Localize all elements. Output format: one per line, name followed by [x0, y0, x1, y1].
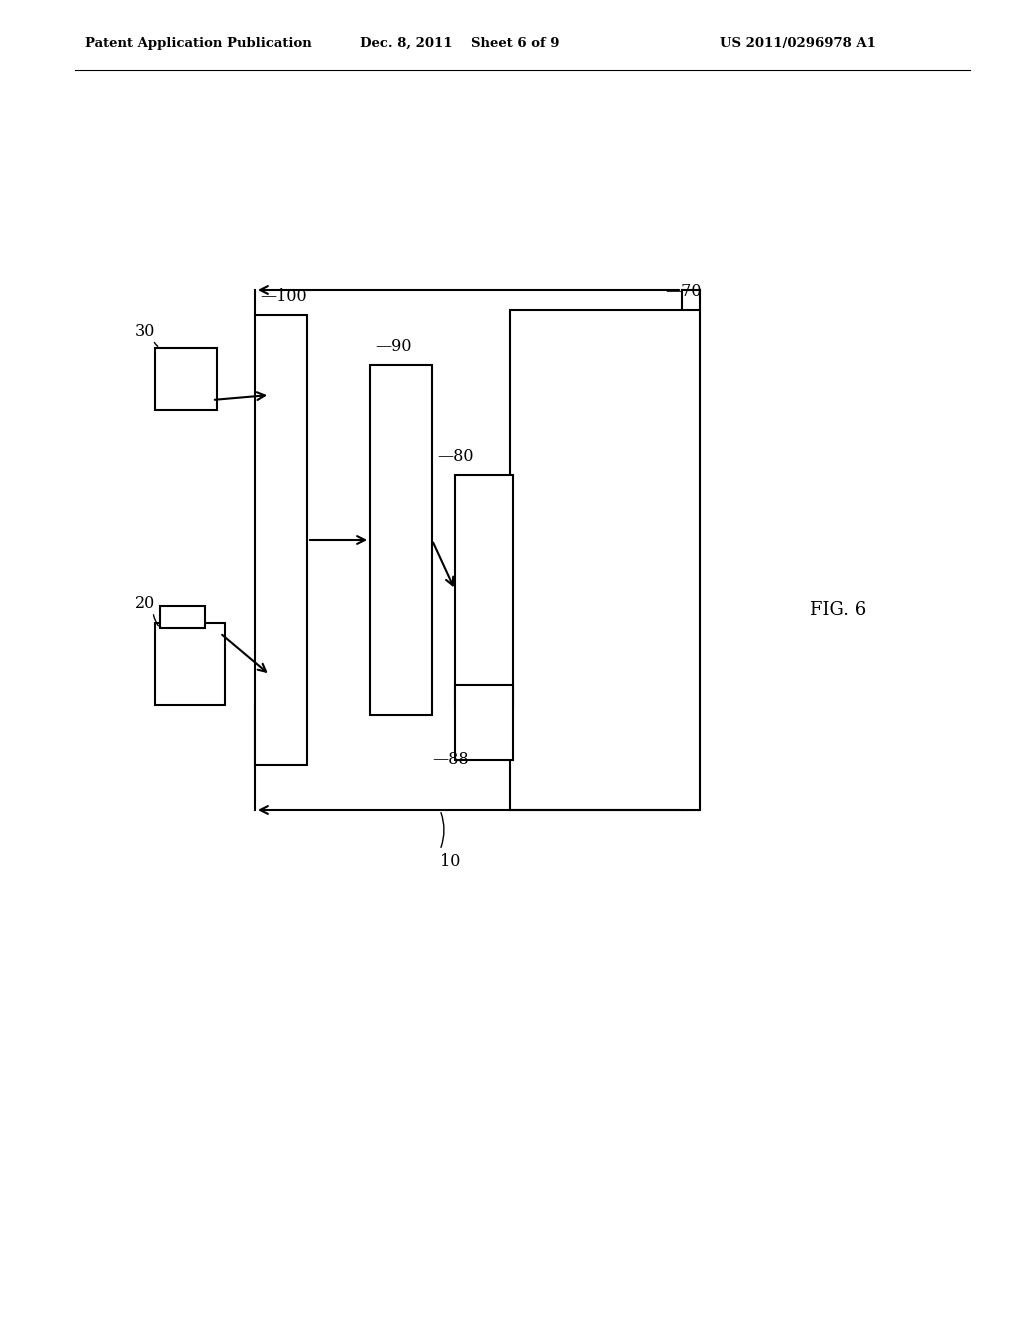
Text: 10: 10 — [440, 853, 460, 870]
Bar — [255, 315, 307, 766]
Bar — [370, 366, 432, 715]
Text: US 2011/0296978 A1: US 2011/0296978 A1 — [720, 37, 876, 50]
Text: Dec. 8, 2011    Sheet 6 of 9: Dec. 8, 2011 Sheet 6 of 9 — [360, 37, 559, 50]
Text: —90: —90 — [375, 338, 412, 355]
Bar — [455, 475, 513, 705]
Bar — [160, 606, 205, 628]
Text: —70: —70 — [665, 282, 701, 300]
Text: —88: —88 — [432, 751, 469, 768]
Bar — [510, 310, 700, 810]
Text: FIG. 6: FIG. 6 — [810, 601, 866, 619]
Text: 20: 20 — [135, 595, 156, 612]
Bar — [155, 348, 217, 411]
Bar — [155, 623, 225, 705]
Text: Patent Application Publication: Patent Application Publication — [85, 37, 311, 50]
Text: —80: —80 — [437, 447, 473, 465]
Text: 30: 30 — [135, 323, 156, 341]
Text: —100: —100 — [260, 288, 306, 305]
Bar — [455, 685, 513, 760]
